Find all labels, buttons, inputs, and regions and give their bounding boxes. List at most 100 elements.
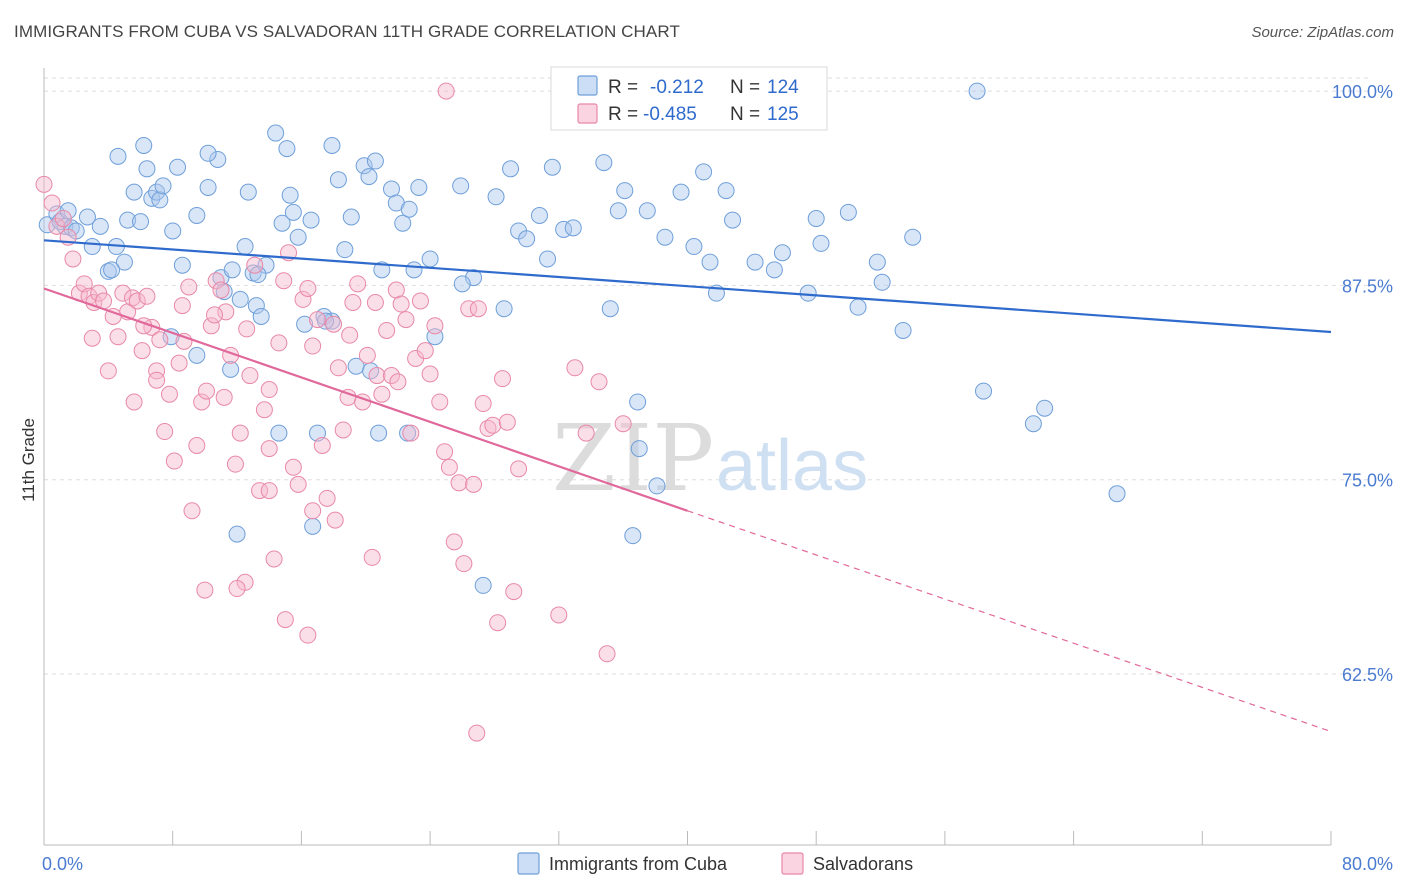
salvadoran-point: [484, 416, 502, 434]
cuba-point: [868, 253, 886, 271]
cuba-point: [270, 424, 288, 442]
series-salvadoran-points: [35, 82, 632, 742]
cuba-point: [252, 307, 270, 325]
salvadoran-point: [196, 581, 214, 599]
salvadoran-point: [325, 315, 343, 333]
y-tick-label: 100.0%: [1332, 82, 1393, 102]
cuba-point: [188, 346, 206, 364]
salvadoran-point: [493, 370, 511, 388]
cuba-point: [125, 183, 143, 201]
cuba-point: [695, 163, 713, 181]
legend-swatch-cuba: [577, 75, 598, 96]
salvadoran-point: [160, 385, 178, 403]
salvadoran-point: [109, 328, 127, 346]
salvadoran-point: [431, 393, 449, 411]
salvadoran-point: [479, 419, 497, 437]
cuba-point: [1024, 415, 1042, 433]
cuba-point: [656, 228, 674, 246]
cuba-point: [239, 183, 257, 201]
salvadoran-point: [151, 331, 169, 349]
cuba-point: [410, 178, 428, 196]
cuba-point: [495, 300, 513, 318]
cuba-point: [564, 219, 582, 237]
cuba-point: [336, 241, 354, 259]
salvadoran-point: [43, 194, 61, 212]
cuba-point: [228, 525, 246, 543]
cuba-point: [199, 144, 217, 162]
cuba-point: [164, 222, 182, 240]
cuba-point: [1108, 485, 1126, 503]
salvadoran-point: [251, 482, 269, 500]
salvadoran-point: [265, 550, 283, 568]
salvadoran-point: [468, 724, 486, 742]
salvadoran-point: [215, 388, 233, 406]
bottom-legend-label-salvadoran: Salvadorans: [813, 854, 913, 874]
legend-r-label-2: R =: [608, 104, 638, 125]
cuba-trend-line: [43, 239, 1332, 334]
salvadoran-point: [358, 346, 376, 364]
cuba-point: [132, 213, 150, 231]
cuba-point: [638, 202, 656, 220]
x-tick-label: 80.0%: [1342, 854, 1393, 874]
salvadoran-point: [114, 284, 132, 302]
cuba-point: [109, 147, 127, 165]
cuba-point: [323, 312, 341, 330]
cuba-point: [370, 424, 388, 442]
salvadoran-point: [206, 306, 224, 324]
salvadoran-point: [299, 626, 317, 644]
cuba-point: [209, 150, 227, 168]
salvadoran-point: [64, 250, 82, 268]
bottom-legend-swatch-cuba: [517, 852, 540, 875]
cuba-point: [273, 214, 291, 232]
cuba-point: [366, 152, 384, 170]
salvadoran-point: [308, 311, 326, 329]
salvadoran-point: [128, 292, 146, 310]
salvadoran-point: [35, 175, 53, 193]
cuba-point: [373, 261, 391, 279]
salvadoran-point: [255, 401, 273, 419]
cuba-point: [247, 297, 265, 315]
cuba-point: [474, 576, 492, 594]
cuba-point: [188, 206, 206, 224]
salvadoran-trend-extension: [687, 510, 1332, 733]
cuba-point: [839, 203, 857, 221]
tick-labels: 100.0% 87.5% 75.0% 62.5% 0.0% 80.0%: [42, 82, 1393, 874]
salvadoran-point: [397, 311, 415, 329]
salvadoran-point: [437, 82, 455, 100]
salvadoran-point: [156, 423, 174, 441]
gridlines: [44, 77, 1371, 675]
salvadoran-point: [392, 295, 410, 313]
cuba-point: [799, 284, 817, 302]
salvadoran-point: [590, 373, 608, 391]
legend-r-value-1: -0.212: [650, 77, 704, 98]
salvadoran-point: [577, 424, 595, 442]
x-tick-label: 0.0%: [42, 854, 83, 874]
cuba-point: [601, 300, 619, 318]
salvadoran-point: [299, 280, 317, 298]
cuba-point: [222, 360, 240, 378]
cuba-point: [701, 253, 719, 271]
cuba-point: [360, 168, 378, 186]
cuba-point: [502, 160, 520, 178]
salvadoran-point: [614, 415, 632, 433]
salvadoran-point: [197, 382, 215, 400]
salvadoran-point: [228, 580, 246, 598]
trend-lines: [43, 239, 1332, 733]
cuba-point: [672, 183, 690, 201]
y-tick-label: 87.5%: [1342, 276, 1393, 296]
salvadoran-point: [260, 381, 278, 399]
cuba-point: [765, 261, 783, 279]
salvadoran-point: [289, 475, 307, 493]
salvadoran-point: [368, 367, 386, 385]
salvadoran-point: [566, 359, 584, 377]
y-tick-label: 62.5%: [1342, 665, 1393, 685]
cuba-point: [278, 140, 296, 158]
cuba-point: [849, 298, 867, 316]
cuba-point: [1036, 399, 1054, 417]
cuba-point: [717, 182, 735, 200]
salvadoran-point: [465, 475, 483, 493]
cuba-point: [487, 188, 505, 206]
cuba-point: [609, 202, 627, 220]
cuba-point: [685, 238, 703, 256]
